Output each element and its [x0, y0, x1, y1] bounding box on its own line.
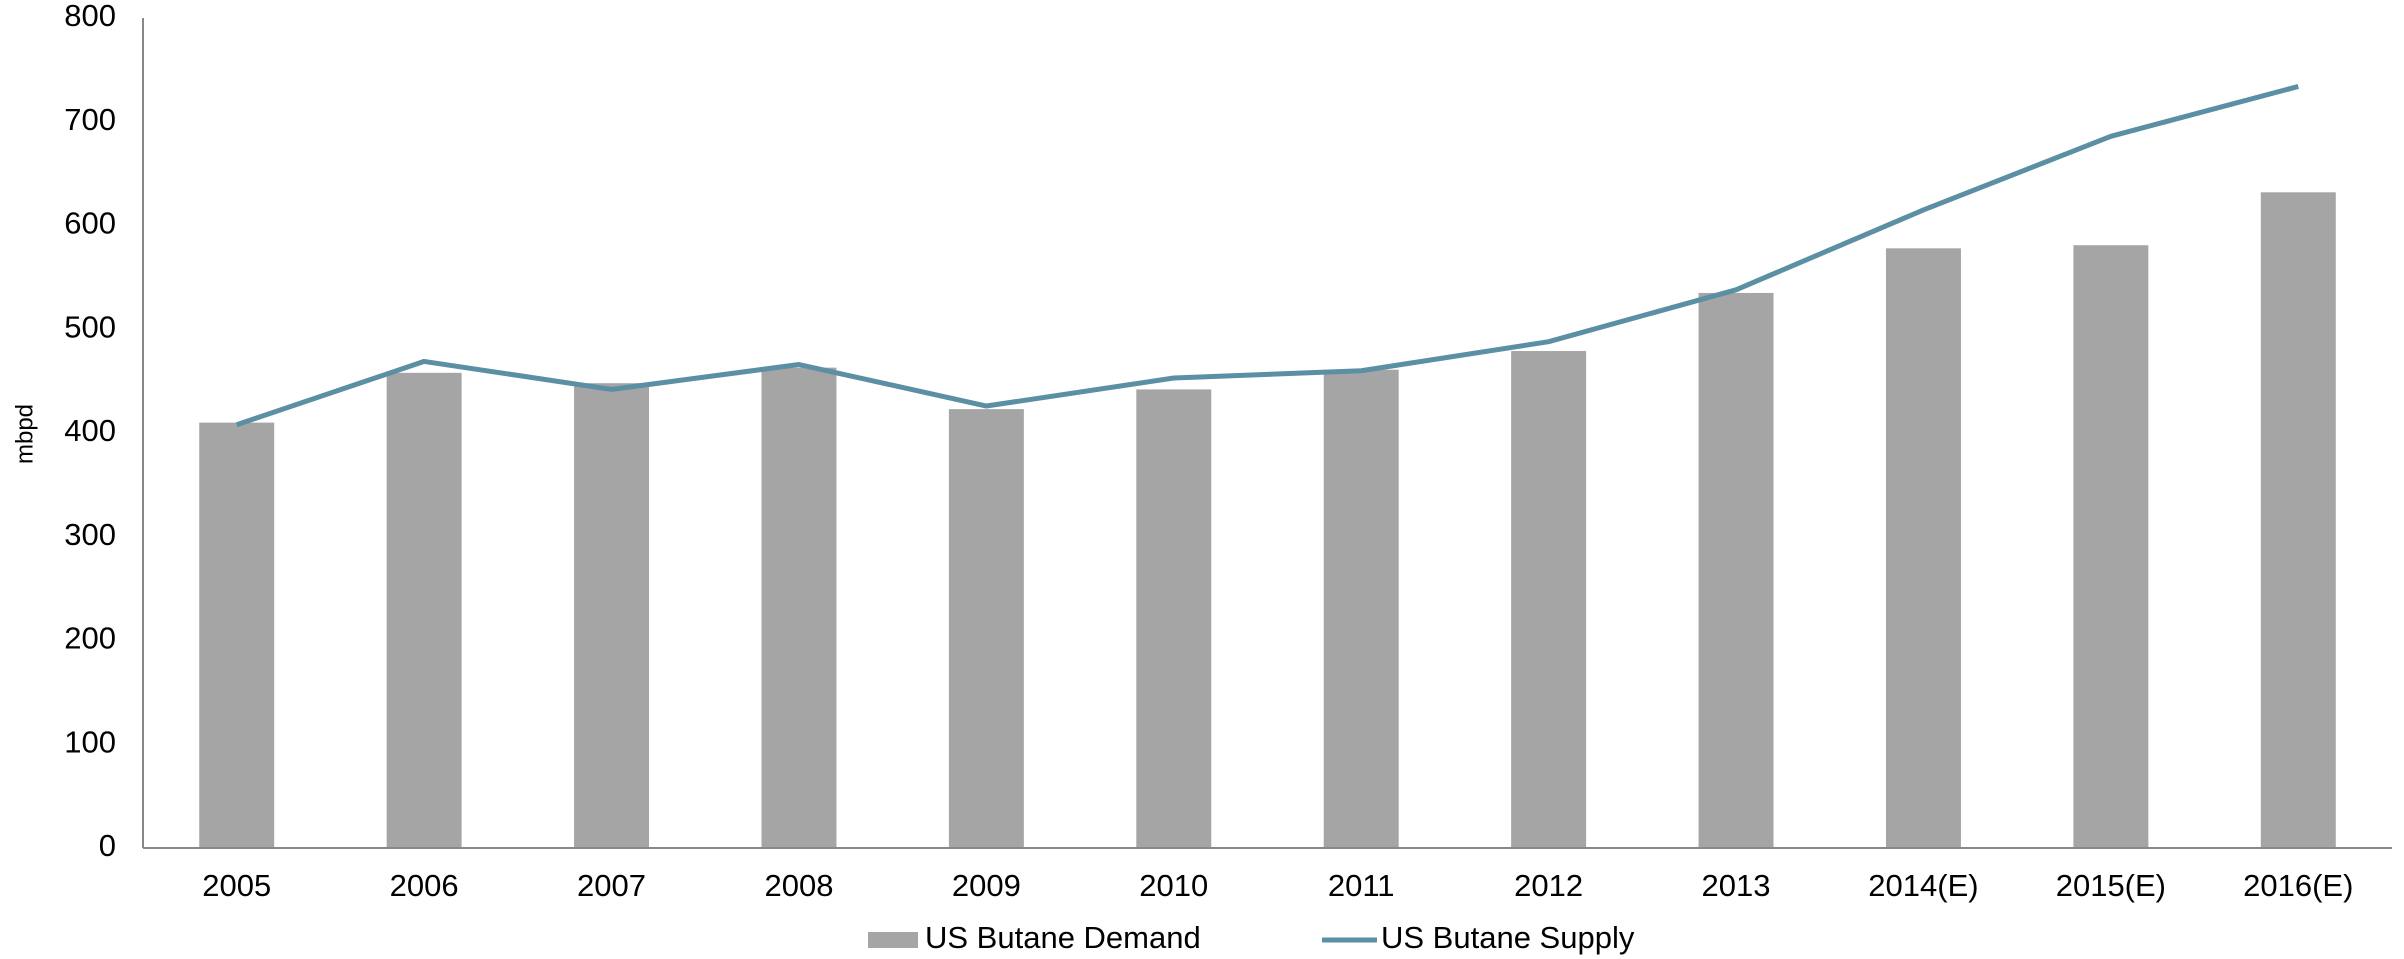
y-tick-label: 300: [64, 517, 116, 552]
x-tick-label: 2013: [1702, 868, 1771, 903]
bar: [574, 383, 650, 848]
x-tick-label: 2010: [1139, 868, 1208, 903]
x-tick-label: 2012: [1514, 868, 1583, 903]
bar: [1698, 292, 1774, 848]
bar: [386, 372, 462, 848]
bar: [1885, 248, 1961, 848]
bar: [948, 409, 1024, 848]
y-tick-label: 600: [64, 206, 116, 241]
y-tick-label: 700: [64, 102, 116, 137]
legend-label: US Butane Demand: [925, 920, 1201, 955]
y-tick-label: 400: [64, 413, 116, 448]
bar: [2260, 192, 2336, 849]
y-tick-label: 0: [99, 828, 116, 863]
bar: [761, 367, 837, 848]
y-tick-label: 800: [64, 0, 116, 33]
x-tick-label: 2006: [390, 868, 459, 903]
x-tick-label: 2005: [202, 868, 271, 903]
bar: [1323, 369, 1399, 848]
bar: [1511, 351, 1587, 848]
x-tick-label: 2016(E): [2243, 868, 2353, 903]
y-tick-label: 100: [64, 724, 116, 759]
y-tick-label: 200: [64, 621, 116, 656]
x-tick-label: 2009: [952, 868, 1021, 903]
y-axis-label: mbpd: [11, 404, 38, 464]
bar: [1136, 389, 1212, 848]
legend-label: US Butane Supply: [1381, 920, 1635, 955]
bar: [199, 422, 275, 848]
line: [235, 84, 2299, 428]
legend-swatch: [868, 932, 918, 948]
x-tick-label: 2014(E): [1868, 868, 1978, 903]
x-tick-label: 2007: [577, 868, 646, 903]
x-tick-label: 2011: [1328, 868, 1395, 903]
bar: [2073, 245, 2149, 848]
y-tick-label: 500: [64, 309, 116, 344]
x-tick-label: 2015(E): [2056, 868, 2166, 903]
x-tick-label: 2008: [764, 868, 833, 903]
